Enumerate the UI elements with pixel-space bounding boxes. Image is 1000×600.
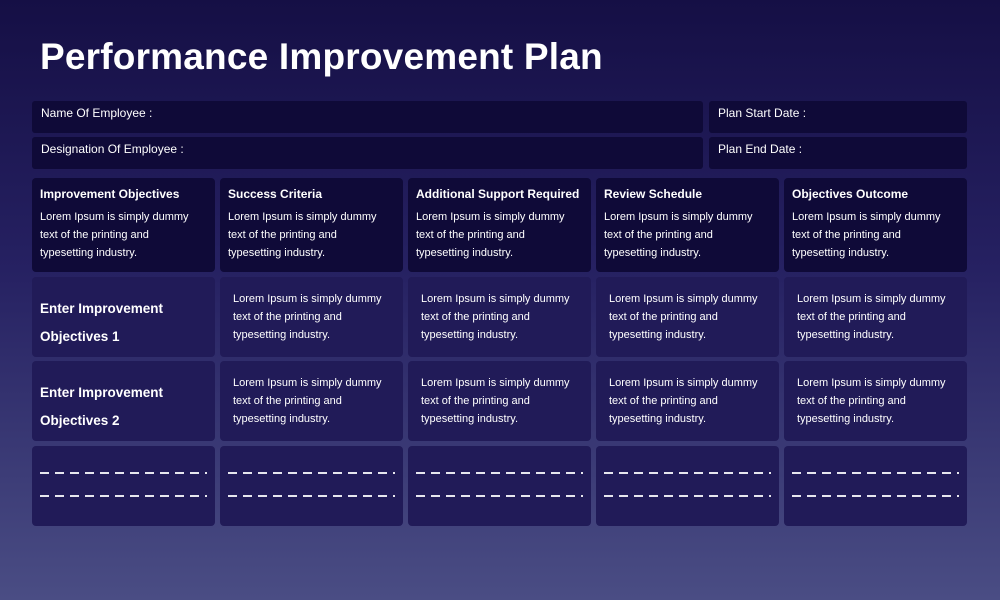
- body-cell: Lorem Ipsum is simply dummy text of the …: [220, 277, 403, 357]
- row-label: Enter Improvement Objectives 1: [40, 301, 164, 344]
- field: Plan End Date :: [709, 137, 967, 169]
- column-description: Lorem Ipsum is simply dummy text of the …: [604, 211, 753, 259]
- body-cell: Lorem Ipsum is simply dummy text of the …: [784, 277, 967, 357]
- dashed-line: [228, 495, 395, 497]
- body-cell: Lorem Ipsum is simply dummy text of the …: [220, 361, 403, 441]
- column-description: Lorem Ipsum is simply dummy text of the …: [228, 211, 377, 259]
- cell-text: Lorem Ipsum is simply dummy text of the …: [233, 293, 382, 341]
- body-cell: Lorem Ipsum is simply dummy text of the …: [408, 277, 591, 357]
- body-cell: Lorem Ipsum is simply dummy text of the …: [784, 361, 967, 441]
- dashed-line: [792, 495, 959, 497]
- cell-text: Lorem Ipsum is simply dummy text of the …: [609, 293, 758, 341]
- column-heading: Additional Support Required: [416, 187, 580, 201]
- header-cell: Improvement Objectives Lorem Ipsum is sim…: [32, 178, 215, 272]
- cell-text: Lorem Ipsum is simply dummy text of the …: [609, 377, 758, 425]
- dashed-line: [792, 472, 959, 474]
- column-heading: Success Criteria: [228, 187, 323, 201]
- blank-cell: [32, 446, 215, 526]
- dashed-line: [604, 472, 771, 474]
- column-description: Lorem Ipsum is simply dummy text of the …: [416, 211, 565, 259]
- body-cell: Lorem Ipsum is simply dummy text of the …: [596, 361, 779, 441]
- title: Performance Improvement Plan: [40, 36, 603, 77]
- row-label-cell: Enter Improvement Objectives 2: [32, 361, 215, 441]
- column-heading: Objectives Outcome: [792, 187, 909, 201]
- column-heading: Improvement Objectives: [40, 187, 180, 201]
- field: Designation Of Employee :: [32, 137, 703, 169]
- dashed-line: [416, 495, 583, 497]
- header-cell: Additional Support Required Lorem Ipsum i…: [408, 178, 591, 272]
- cell-text: Lorem Ipsum is simply dummy text of the …: [421, 377, 570, 425]
- blank-cell: [220, 446, 403, 526]
- cell-text: Lorem Ipsum is simply dummy text of the …: [797, 377, 946, 425]
- body-cell: Lorem Ipsum is simply dummy text of the …: [408, 361, 591, 441]
- dashed-line: [416, 472, 583, 474]
- field: Plan Start Date :: [709, 101, 967, 133]
- field: Name Of Employee :: [32, 101, 703, 133]
- dashed-line: [40, 495, 207, 497]
- header-cell: Success Criteria Lorem Ipsum is simply du…: [220, 178, 403, 272]
- dashed-line: [40, 472, 207, 474]
- dashed-line: [228, 472, 395, 474]
- column-heading: Review Schedule: [604, 187, 703, 201]
- row-label: Enter Improvement Objectives 2: [40, 385, 164, 428]
- cell-text: Lorem Ipsum is simply dummy text of the …: [233, 377, 382, 425]
- dashed-line: [604, 495, 771, 497]
- row-label-cell: Enter Improvement Objectives 1: [32, 277, 215, 357]
- cell-text: Lorem Ipsum is simply dummy text of the …: [797, 293, 946, 341]
- blank-cell: [596, 446, 779, 526]
- blank-cell: [784, 446, 967, 526]
- column-description: Lorem Ipsum is simply dummy text of the …: [40, 211, 189, 259]
- column-description: Lorem Ipsum is simply dummy text of the …: [792, 211, 941, 259]
- blank-cell: [408, 446, 591, 526]
- cell-text: Lorem Ipsum is simply dummy text of the …: [421, 293, 570, 341]
- header-cell: Objectives Outcome Lorem Ipsum is simply …: [784, 178, 967, 272]
- body-cell: Lorem Ipsum is simply dummy text of the …: [596, 277, 779, 357]
- header-cell: Review Schedule Lorem Ipsum is simply dum…: [596, 178, 779, 272]
